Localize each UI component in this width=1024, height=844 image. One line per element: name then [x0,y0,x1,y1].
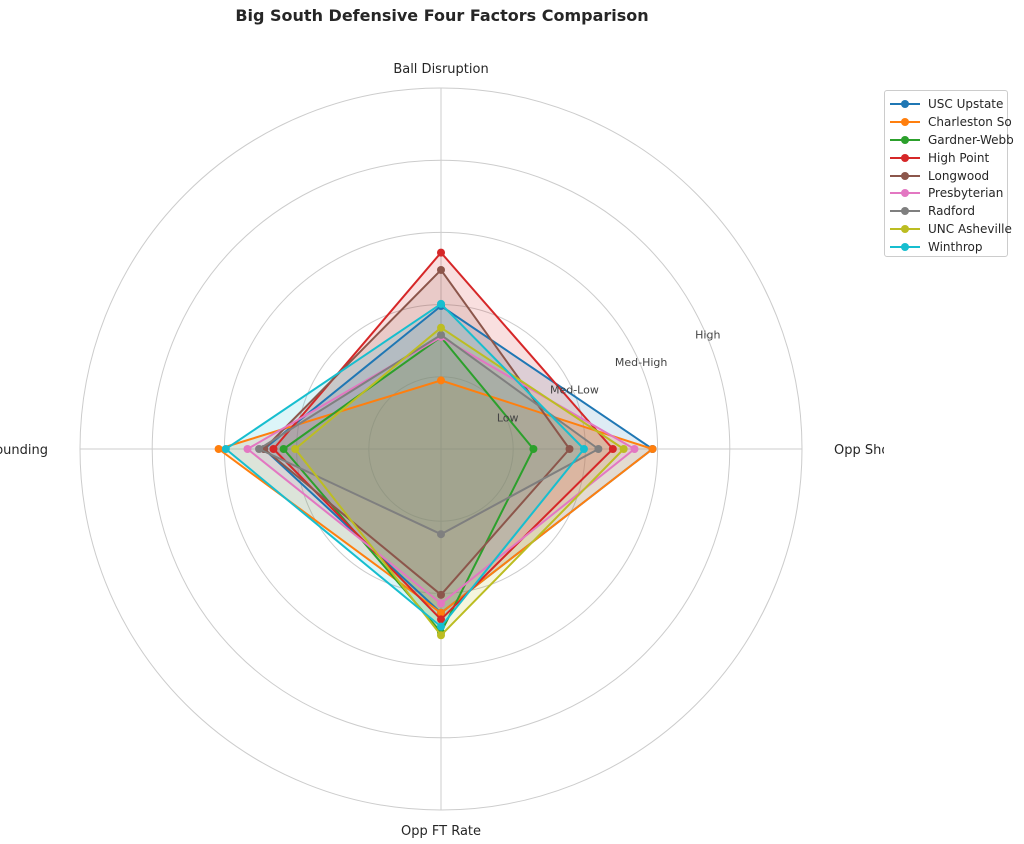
radar-chart: Low Med-Low Med-High High Opp Shooting Ball D… [0,62,884,839]
series-point [437,631,445,640]
series-point [437,265,445,274]
legend-item: Charleston So [890,113,1012,131]
legend-label: High Point [928,150,990,165]
axis-label: Opp FT Rate [401,824,481,839]
series-point [437,330,445,339]
legend-swatch [890,116,920,128]
ring-label: High [695,328,720,341]
series-point [608,445,617,453]
legend-label: USC Upstate [928,96,1004,111]
series-point [437,599,445,608]
series-point [291,445,300,453]
series-point [579,445,588,453]
series-fill [259,334,599,535]
series-point [594,445,603,453]
series-point [437,323,445,332]
series-point [269,445,278,453]
legend: USC Upstate Charleston So Gardner-Webb High… [884,90,1014,257]
series-point [437,299,445,308]
legend-label: UNC Asheville [928,222,1012,237]
ring-label: Med-High [615,356,668,369]
series-point [437,590,445,599]
series-point [565,445,574,453]
chart-title: Big South Defensive Four Factors Compari… [235,6,649,25]
legend-label: Gardner-Webb [928,132,1014,147]
axis-label: Opp Shooting [834,443,884,458]
series-point [648,445,657,453]
legend-label: Charleston So [928,114,1012,129]
series-lines [214,248,657,640]
series-point [619,445,628,453]
legend-item: Winthrop [890,238,1007,256]
series-point [437,622,445,631]
legend-item: Radford [890,202,1007,220]
series-point [437,248,445,257]
legend-item: Presbyterian [890,184,1007,202]
series-fill [283,337,534,633]
legend-swatch [890,241,920,253]
legend-item: Longwood [890,167,1007,185]
legend-item: UNC Asheville [890,220,1012,238]
legend-swatch [890,223,920,235]
legend-label: Radford [928,204,975,219]
radar-labels: Low Med-Low Med-High High Opp Shooting Ball D… [0,62,884,839]
axis-label: Ball Disruption [393,62,488,77]
series-point [437,376,445,385]
legend-swatch [890,98,920,110]
series-fill [218,380,653,613]
legend-label: Longwood [928,168,990,183]
series-point [437,530,445,539]
series-point [437,608,445,617]
legend-label: Winthrop [928,240,983,255]
series-point [529,445,538,453]
series-point [437,615,445,624]
axis-label: Def Rebounding [0,443,48,458]
legend-swatch [890,205,920,217]
series-point [221,445,230,453]
series-point [630,445,639,453]
legend-swatch [890,134,920,146]
series-fill [225,303,585,627]
series-fill [264,269,570,595]
legend-swatch [890,187,920,199]
legend-swatch [890,152,920,164]
legend-item: Gardner-Webb [890,131,1014,149]
legend-item: USC Upstate [890,95,1007,113]
legend-swatch [890,170,920,182]
series-point [243,445,252,453]
ring-label: Med-Low [550,384,599,397]
legend-item: High Point [890,149,1007,167]
series-point [279,445,288,453]
series-point [214,445,223,453]
legend-label: Presbyterian [928,186,1004,201]
ring-label: Low [497,411,519,424]
series-point [255,445,264,453]
